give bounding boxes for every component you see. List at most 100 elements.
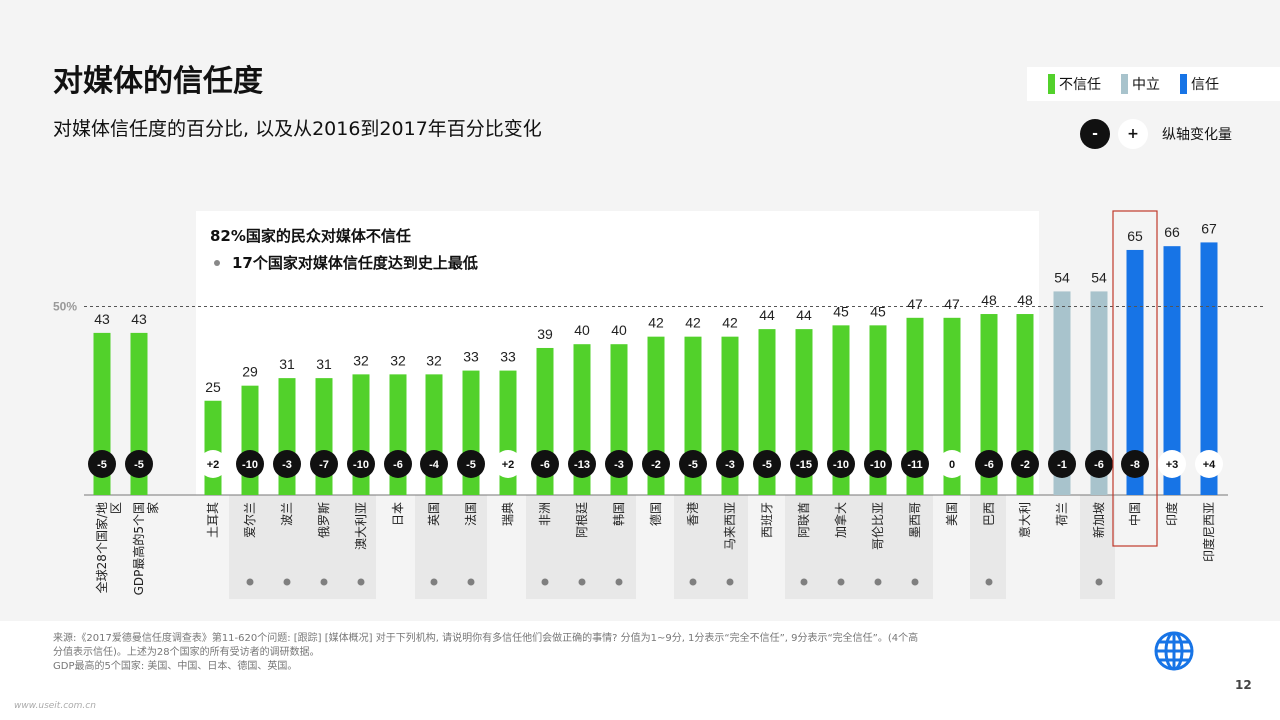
change-label: -13 <box>574 459 590 471</box>
bar <box>1016 314 1034 495</box>
value-label: 32 <box>426 352 442 368</box>
change-positive-circle <box>938 450 966 478</box>
category-label: 澳大利亚 <box>354 502 368 550</box>
bar <box>1126 249 1144 495</box>
label-panel <box>415 495 487 599</box>
category-label-line: 香港 <box>686 502 700 526</box>
page-title: 对媒体的信任度 <box>53 64 263 99</box>
change-negative-circle <box>1048 450 1076 478</box>
legend-label-distrust: 不信任 <box>1059 77 1101 93</box>
bar <box>1090 291 1108 495</box>
category-label-line: 阿根廷 <box>575 502 589 538</box>
value-label: 54 <box>1091 269 1107 285</box>
category-label-line: 新加坡 <box>1091 502 1106 538</box>
all-time-low-dot <box>1095 578 1103 586</box>
callout-title: 82%国家的民众对媒体不信任 <box>210 227 411 245</box>
category-label: 瑞典 <box>501 502 515 526</box>
change-negative-circle <box>420 450 448 478</box>
all-time-low-dot <box>837 578 845 586</box>
category-label: 非洲 <box>538 502 552 526</box>
value-label: 48 <box>981 292 997 308</box>
legend-label-neutral: 中立 <box>1132 77 1160 93</box>
category-label: 美国 <box>945 502 959 526</box>
all-time-low-dot <box>283 578 291 586</box>
category-label-line: 法国 <box>464 502 478 526</box>
legend-item-distrust: 不信任 <box>1048 74 1101 94</box>
legend-swatch-trust <box>1180 74 1187 94</box>
change-negative-circle <box>88 450 116 478</box>
value-label: 54 <box>1054 269 1070 285</box>
category-label-line: 俄罗斯 <box>317 502 331 538</box>
change-negative-circle <box>310 450 338 478</box>
category-label: 马来西亚 <box>723 502 737 550</box>
change-label: -5 <box>134 459 144 471</box>
legend-item-neutral: 中立 <box>1121 74 1160 94</box>
label-panel <box>674 495 748 599</box>
value-label: 25 <box>205 379 221 395</box>
bar <box>1200 242 1218 495</box>
change-negative-circle <box>642 450 670 478</box>
category-label: 意大利 <box>1017 502 1032 538</box>
category-label-line: 西班牙 <box>760 502 774 538</box>
change-label: -7 <box>319 459 329 471</box>
category-label: 阿根廷 <box>575 502 589 538</box>
all-time-low-dot <box>430 578 438 586</box>
globe-icon <box>1154 631 1194 671</box>
category-label: 加拿大 <box>833 502 848 538</box>
all-time-low-dot <box>467 578 475 586</box>
category-label-line: 波兰 <box>280 502 294 526</box>
all-time-low-dot <box>320 578 328 586</box>
category-label-line: 韩国 <box>611 502 626 526</box>
minus-key-circle: - <box>1080 119 1110 149</box>
category-label: GDP最高的5个国家 <box>131 502 160 595</box>
plus-key-circle: + <box>1118 119 1148 149</box>
category-label: 印度尼西亚 <box>1201 502 1216 562</box>
category-label: 全球28个国家/地区 <box>94 502 123 593</box>
legend: 不信任 中立 信任 <box>1027 67 1280 101</box>
change-label: -6 <box>393 459 403 471</box>
category-label-line: 德国 <box>648 502 663 526</box>
category-label-line: 马来西亚 <box>723 502 737 550</box>
category-label-line: 英国 <box>427 502 441 526</box>
value-label: 40 <box>574 322 590 338</box>
all-time-low-dot <box>541 578 549 586</box>
change-negative-circle <box>531 450 559 478</box>
change-label: -11 <box>907 459 922 471</box>
all-time-low-dot <box>911 578 919 586</box>
category-label: 俄罗斯 <box>317 502 331 538</box>
category-label-line: 印度尼西亚 <box>1201 502 1216 562</box>
change-negative-circle <box>273 450 301 478</box>
category-label: 日本 <box>391 502 405 526</box>
legend-label-trust: 信任 <box>1191 77 1219 93</box>
all-time-low-dot <box>874 578 882 586</box>
category-label-line: 美国 <box>945 502 959 526</box>
category-label-line: 印度 <box>1164 502 1179 526</box>
all-time-low-dot <box>615 578 623 586</box>
change-label: -6 <box>984 459 994 471</box>
change-negative-circle <box>753 450 781 478</box>
change-positive-circle <box>494 450 522 478</box>
change-label: +2 <box>502 459 515 471</box>
change-label: -5 <box>688 459 698 471</box>
highlight-box-china <box>1112 210 1158 547</box>
change-label: -10 <box>242 459 258 471</box>
trust-bar-chart: 50% 43 43 25 29 31 31 32 32 32 33 33 39 40 40 42 42 42 44 4… <box>53 210 1265 599</box>
category-label-line: 哥伦比亚 <box>870 502 885 550</box>
change-label: -1 <box>1057 459 1067 471</box>
callout-bullet: 17个国家对媒体信任度达到史上最低 <box>214 252 478 273</box>
category-label-line: 中国 <box>1127 502 1142 526</box>
category-label-line: 加拿大 <box>833 502 848 538</box>
category-label-line: 土耳其 <box>206 502 220 538</box>
change-negative-circle <box>901 450 929 478</box>
all-time-low-dot <box>689 578 697 586</box>
category-label: 土耳其 <box>206 502 220 538</box>
change-label: -15 <box>796 459 812 471</box>
value-label: 48 <box>1017 292 1033 308</box>
category-label-line: 巴西 <box>982 502 996 526</box>
reference-line-label: 50% <box>53 300 77 314</box>
value-label: 45 <box>870 303 886 319</box>
value-label: 47 <box>907 296 923 312</box>
change-label: -6 <box>1094 459 1104 471</box>
change-negative-circle <box>457 450 485 478</box>
change-negative-circle <box>975 450 1003 478</box>
